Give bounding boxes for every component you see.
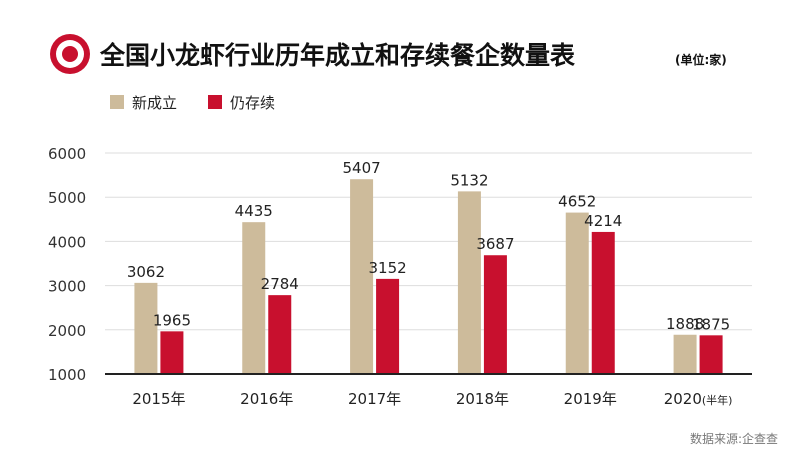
gridlines <box>105 152 752 331</box>
x-tick-label: 2018年 <box>456 390 509 408</box>
bar-existing <box>591 231 615 374</box>
x-tick-suffix: (半年) <box>702 393 733 407</box>
legend-label-existing: 仍存续 <box>230 94 275 112</box>
value-label-new: 4435 <box>235 202 273 220</box>
value-label-existing: 2784 <box>261 275 299 293</box>
value-label-existing: 4214 <box>584 212 622 230</box>
x-tick-label: 2019年 <box>564 390 617 408</box>
x-tick-label: 2017年 <box>348 390 401 408</box>
y-tick-label: 2000 <box>48 322 86 340</box>
bar-existing <box>483 255 507 374</box>
bar-new <box>673 334 697 374</box>
value-labels: 3062 1965 4435 2784 5407 3152 5132 3687 46524214… <box>127 159 730 333</box>
chart-title: 全国小龙虾行业历年成立和存续餐企数量表 <box>99 41 576 70</box>
value-label-new: 5407 <box>342 159 380 177</box>
x-tick-label: 2016年 <box>240 390 293 408</box>
bar-new <box>565 212 589 374</box>
x-tick-label: 2020(半年) <box>664 390 733 408</box>
y-tick-label: 6000 <box>48 145 86 163</box>
value-label-existing: 3687 <box>476 235 514 253</box>
bar-new <box>242 222 266 374</box>
y-tick-label: 3000 <box>48 278 86 296</box>
value-label-existing: 1875 <box>692 315 730 333</box>
bar-existing <box>160 331 184 374</box>
y-axis-ticks: 1000 2000 3000 4000 5000 6000 <box>48 145 86 384</box>
y-tick-label: 5000 <box>48 189 86 207</box>
legend-swatch-existing <box>208 95 222 109</box>
legend-swatch-new <box>110 95 124 109</box>
bar-existing <box>376 278 400 374</box>
value-label-new: 5132 <box>450 171 488 189</box>
bar-existing <box>699 335 723 374</box>
value-label-new: 1888 <box>666 315 704 333</box>
bar-new <box>134 282 158 374</box>
title-logo-icon <box>50 34 90 74</box>
y-tick-label: 1000 <box>48 366 86 384</box>
bar-existing <box>268 295 292 374</box>
y-tick-label: 4000 <box>48 233 86 251</box>
bar-new <box>350 179 374 374</box>
legend-label-new: 新成立 <box>132 94 177 112</box>
bar-new <box>457 191 481 374</box>
value-label-existing: 1965 <box>153 311 191 329</box>
x-tick-label: 2015年 <box>132 390 185 408</box>
chart-unit: (单位:家) <box>675 52 727 67</box>
source-note: 数据来源:企查查 <box>690 431 778 446</box>
bars <box>134 179 723 374</box>
value-label-new: 4652 <box>558 193 596 211</box>
value-label-new: 3062 <box>127 263 165 281</box>
value-label-existing: 3152 <box>368 259 406 277</box>
x-axis-labels: 2015年 2016年 2017年 2018年 2019年 2020(半年) <box>132 390 732 408</box>
legend: 新成立 仍存续 <box>110 94 275 112</box>
